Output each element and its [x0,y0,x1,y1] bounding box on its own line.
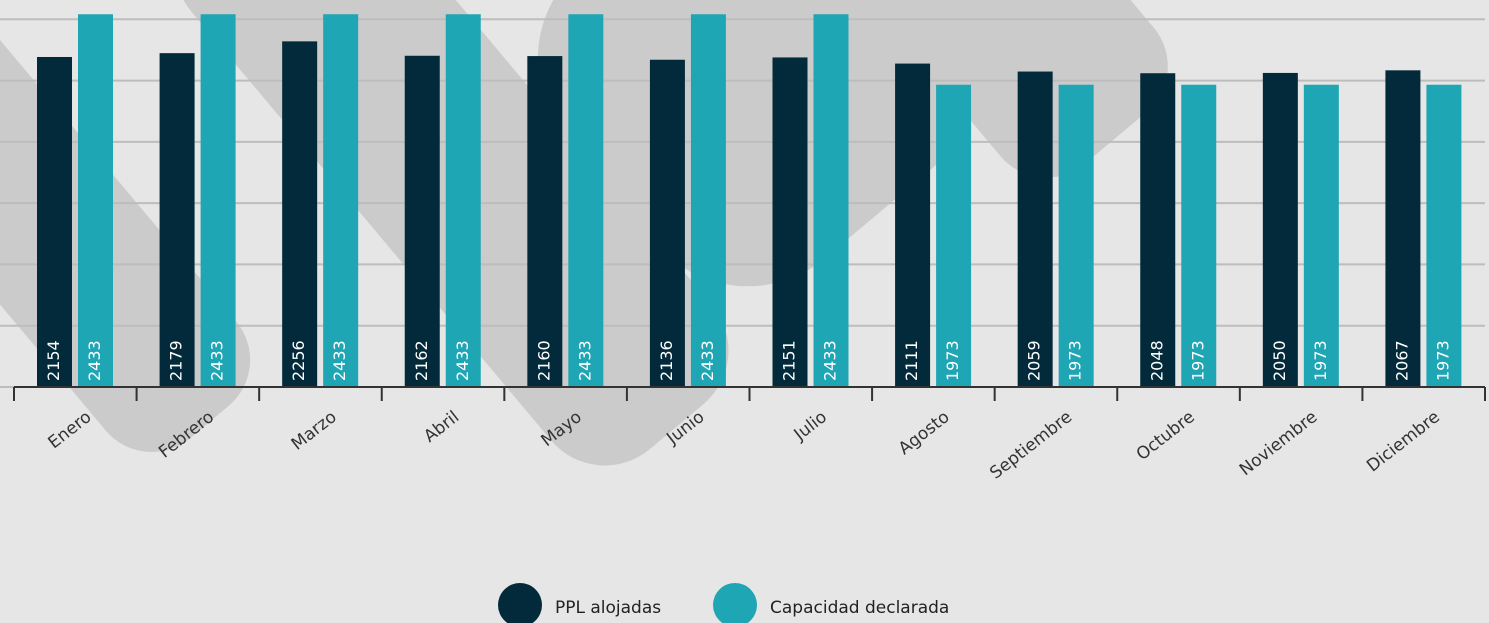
value-label: 2433 [821,340,840,381]
value-label: 2433 [85,340,104,381]
bar [772,57,808,388]
legend-marker [498,583,542,623]
bar [895,63,931,388]
bar [323,14,359,387]
value-label: 2067 [1392,340,1411,381]
bar [813,14,849,387]
x-tick-label: Abril [420,407,463,447]
bar [649,59,685,387]
value-label: 2059 [1025,340,1044,381]
x-tick-label: Enero [45,407,96,453]
bar [159,53,195,387]
x-tick-label: Diciembre [1363,407,1444,476]
x-tick-label: Noviembre [1236,407,1321,480]
bar [37,56,72,388]
value-label: 2433 [330,340,349,381]
value-label: 2154 [44,340,63,381]
value-label: 2433 [575,340,594,381]
bar [78,14,113,387]
x-tick-label: Septiembre [986,407,1076,483]
value-label: 2050 [1270,340,1289,381]
bar [1262,72,1298,388]
x-tick-label: Julio [790,407,831,445]
value-label: 1973 [1066,340,1085,381]
value-label: 2136 [657,340,676,381]
legend-marker [713,583,757,623]
bar [404,55,440,388]
bar [936,84,972,388]
bar [1058,84,1094,388]
bar [1181,84,1217,388]
bar [282,41,318,388]
value-label: 2162 [412,340,431,381]
bar [568,14,604,387]
value-label: 1973 [1311,340,1330,381]
x-tick-label: Agosto [895,407,954,459]
value-label: 2179 [167,340,186,381]
value-label: 2160 [534,340,553,381]
bar [690,14,726,387]
bar [1140,73,1176,387]
value-label: 1973 [1188,340,1207,381]
value-label: 2111 [902,340,921,381]
value-label: 1973 [943,340,962,381]
bar [1426,84,1462,388]
x-tick-label: Marzo [288,407,341,454]
bar [1303,84,1339,388]
value-label: 2256 [289,340,308,381]
value-label: 2433 [208,340,227,381]
value-label: 2048 [1147,340,1166,381]
bar [527,56,563,387]
bar [1017,71,1053,387]
bar [445,14,481,387]
value-label: 2433 [698,340,717,381]
x-tick-label: Octubre [1133,407,1199,465]
legend-label: Capacidad declarada [770,598,949,618]
value-label: 2433 [453,340,472,381]
legend-label: PPL alojadas [555,598,661,618]
bar [1385,70,1421,388]
value-label: 1973 [1433,340,1452,381]
value-label: 2151 [780,340,799,381]
bar [200,14,236,387]
